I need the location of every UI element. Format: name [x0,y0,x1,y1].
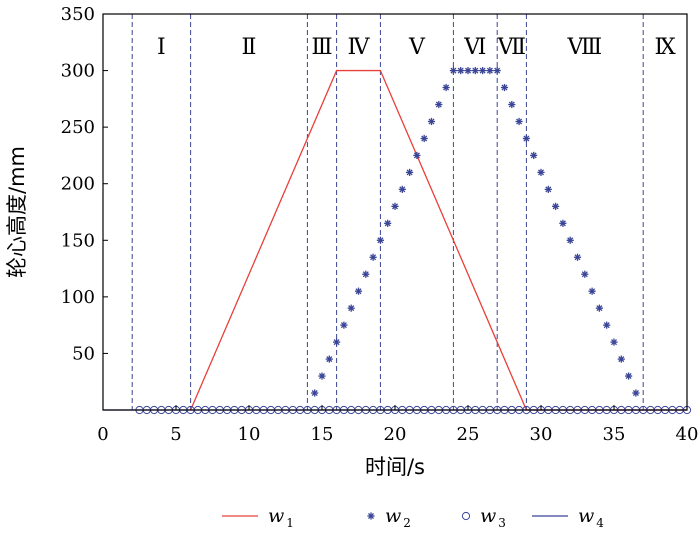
w2-point [326,355,333,362]
x-tick-label: 25 [457,424,480,445]
w2-point [362,271,369,278]
w2-point [377,237,384,244]
w3-point [462,512,469,519]
w2-point [479,67,486,74]
w2-point [552,203,559,210]
w2-point [632,389,639,396]
phase-label: Ⅰ [157,35,166,60]
phase-label: Ⅷ [566,35,602,60]
w2-point [318,372,325,379]
x-tick-label: 15 [311,424,334,445]
w2-point [603,322,610,329]
x-tick-label: 10 [238,424,261,445]
w2-point [413,152,420,159]
x-tick-label: 30 [530,424,553,445]
w2-point [516,118,523,125]
w2-point [559,220,566,227]
w2-point [486,67,493,74]
w2-point [596,305,603,312]
phase-label: Ⅴ [408,35,426,60]
w2-point [333,339,340,346]
w2-point [545,186,552,193]
phase-label: Ⅳ [348,35,371,60]
y-tick-label: 250 [61,117,95,138]
w2-point [574,254,581,261]
y-tick-label: 100 [61,287,95,308]
w2-point [464,67,471,74]
series-w2 [311,67,639,397]
x-tick-label: 20 [384,424,407,445]
w2-point [340,322,347,329]
phase-label: Ⅱ [242,35,257,60]
x-tick-label: 35 [603,424,626,445]
phase-label: Ⅸ [654,35,676,60]
y-axis-title: 轮心高度/mm [5,146,29,278]
y-tick-label: 300 [61,61,95,82]
w2-point [530,152,537,159]
w2-point [435,101,442,108]
x-tick-label: 5 [170,424,181,445]
y-tick-label: 350 [61,4,95,25]
w2-point [625,372,632,379]
w2-point [406,169,413,176]
x-axis-title: 时间/s [365,455,425,479]
w2-point [421,135,428,142]
y-tick-label: 50 [72,343,95,364]
w2-point [384,220,391,227]
series-layer [103,67,691,414]
w2-point [311,389,318,396]
w2-point [501,84,508,91]
w2-point [443,84,450,91]
w2-point [472,67,479,74]
phase-boundary-lines [132,14,643,410]
x-tick-label: 40 [676,424,699,445]
w2-point [494,67,501,74]
w2-point [589,288,596,295]
y-tick-label: 200 [61,174,95,195]
phase-label: Ⅵ [463,35,486,60]
w2-point [355,288,362,295]
w2-point [618,355,625,362]
w2-point [450,67,457,74]
w2-point [391,203,398,210]
w2-point [348,305,355,312]
phase-label: Ⅲ [311,35,332,60]
phase-label: Ⅶ [497,35,526,60]
w1-line [191,71,687,410]
y-tick-label: 150 [61,230,95,251]
w2-point [428,118,435,125]
w2-point [399,186,406,193]
w2-point [567,237,574,244]
w2-point [508,101,515,108]
w2-point [367,512,374,519]
w2-point [537,169,544,176]
w2-point [370,254,377,261]
w2-point [457,67,464,74]
w2-point [523,135,530,142]
w2-point [610,339,617,346]
x-tick-label: 0 [97,424,108,445]
series-w1 [191,71,687,410]
w2-point [581,271,588,278]
